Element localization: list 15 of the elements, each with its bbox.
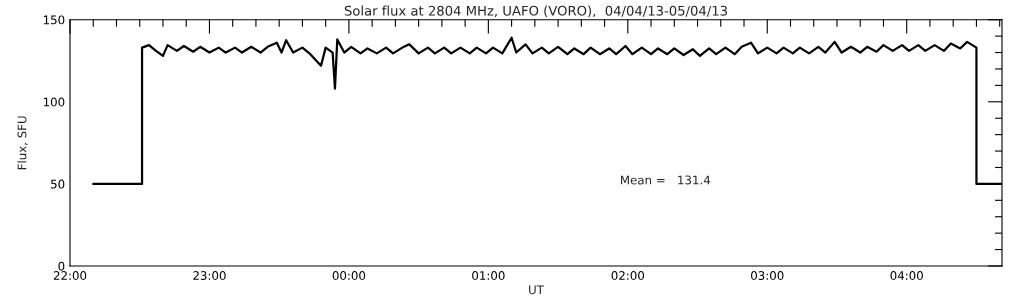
- x-tick-label: 22:00: [53, 271, 87, 280]
- x-tick-label: 02:00: [611, 271, 645, 280]
- x-tick-label: 00:00: [332, 271, 366, 280]
- y-axis-title: Flux, SFU: [17, 116, 28, 170]
- y-tick-label: 0: [58, 261, 65, 271]
- chart-title: Solar flux at 2804 MHz, UAFO (VORO), 04/04/13-05/04/13: [344, 5, 727, 18]
- x-tick-label: 03:00: [751, 271, 784, 280]
- x-tick-label: 01:00: [472, 271, 505, 280]
- y-tick-label: 50: [51, 179, 65, 189]
- annotation: Mean = 131.4: [621, 175, 711, 185]
- y-tick-label: 150: [43, 15, 65, 25]
- x-tick-label: 04:00: [890, 271, 923, 280]
- x-axis-title: UT: [529, 285, 544, 295]
- x-tick-label: 23:00: [193, 271, 226, 280]
- y-tick-label: 100: [43, 97, 65, 107]
